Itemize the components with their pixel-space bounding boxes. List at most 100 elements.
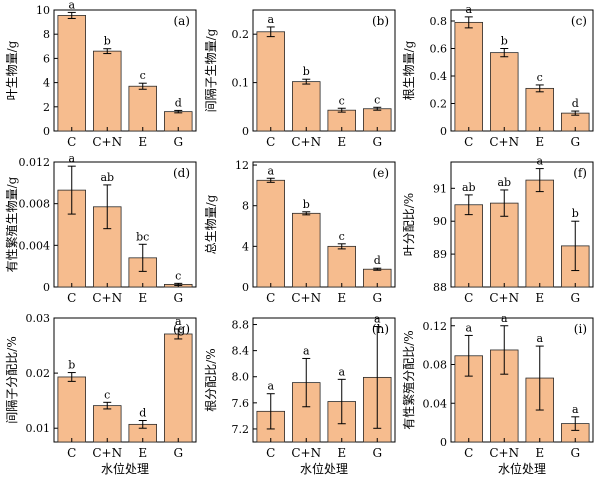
panel-2-xtick-label: C	[266, 135, 275, 149]
panel-6-sig-letter: b	[572, 207, 579, 220]
panel-8-ytick-label: 7.2	[232, 423, 250, 436]
panel-3-ylabel: 根生物量/g	[402, 40, 416, 100]
panel-5-bar-E	[327, 245, 356, 288]
panel-4-ytick-label: 0	[43, 281, 50, 294]
panel-1-xtick-label: C+N	[92, 135, 122, 149]
panel-4-xtick-label: G	[173, 291, 183, 305]
panel-6-panel-label: (f)	[573, 166, 587, 180]
panel-7-sig-letter: c	[104, 388, 110, 401]
panel-6-sig-letter: ab	[462, 181, 476, 194]
panel-3-sig-letter: c	[537, 71, 543, 84]
panel-1-bar-C+N	[93, 50, 122, 132]
panel-4-xtick-label: C+N	[92, 291, 122, 305]
panel-4-sig-letter: ab	[100, 171, 114, 184]
panel-8-sig-letter: a	[267, 380, 274, 393]
panel-3-xtick-label: C	[464, 135, 473, 149]
panel-8-xtick-label: G	[372, 446, 382, 460]
panel-7-xtick-label: E	[138, 446, 147, 460]
panel-2-xtick-label: C+N	[291, 135, 321, 149]
panel-7-xlabel: 水位处理	[101, 461, 149, 476]
panel-6-xtick-label: G	[570, 291, 580, 305]
panel-1-sig-letter: b	[104, 35, 111, 48]
panel-3-bar-C	[454, 21, 483, 132]
panel-2-xtick-label: E	[337, 135, 346, 149]
panel-3-xtick-label: C+N	[489, 135, 519, 149]
panel-3-bar-C+N	[490, 52, 519, 132]
panel-9-ytick-label: 0.08	[423, 359, 448, 372]
panel-1-ytick-label: 0	[43, 125, 50, 138]
panel-7-xtick-label: C+N	[92, 446, 122, 460]
panel-8-ytick-label: 8.4	[232, 345, 250, 358]
panel-6-bar-E	[525, 179, 554, 288]
panel-1-xtick-label: G	[173, 135, 183, 149]
panel-7-xtick-label: G	[173, 446, 183, 460]
panel-1-sig-letter: a	[68, 0, 75, 11]
panel-2-ytick-label: 0.2	[232, 28, 250, 41]
panel-7-ytick-label: 0.01	[26, 422, 51, 435]
panel-7-ylabel: 间隔子分配比/%	[5, 336, 19, 423]
panel-4-sig-letter: c	[175, 269, 181, 282]
panel-7-sig-letter: d	[139, 407, 146, 420]
panel-9-xtick-label: E	[535, 446, 544, 460]
panel-9-xtick-label: G	[570, 446, 580, 460]
panel-8-panel-label: (h)	[372, 322, 389, 336]
panel-1-panel-label: (a)	[173, 14, 190, 28]
panel-2-sig-letter: c	[374, 93, 380, 106]
panel-9-sig-letter: a	[465, 321, 472, 334]
panel-1-bar-E	[128, 85, 157, 132]
panel-1-sig-letter: d	[175, 96, 182, 109]
panel-8-xtick-label: C+N	[291, 446, 321, 460]
panel-9-sig-letter: a	[572, 403, 579, 416]
panel-7-sig-letter: b	[68, 359, 75, 372]
panel-1-sig-letter: c	[140, 69, 146, 82]
panel-7-bar-C+N	[93, 405, 122, 443]
panel-3-ytick-label: 0.4	[430, 70, 448, 83]
panel-4-xtick-label: E	[138, 291, 147, 305]
panel-4-xtick-label: C	[67, 291, 76, 305]
panel-9-panel-label: (i)	[574, 322, 587, 336]
panel-9-ytick-label: 0.12	[423, 320, 448, 333]
panel-5-ytick-label: 4	[242, 240, 249, 253]
panel-5-sig-letter: a	[267, 164, 274, 177]
panel-6-xtick-label: C+N	[489, 291, 519, 305]
panel-3-xtick-label: G	[570, 135, 580, 149]
panel-1-ytick-label: 2	[43, 101, 50, 114]
panel-9-ytick-label: 0	[440, 436, 447, 449]
panel-6-xtick-label: E	[535, 291, 544, 305]
panel-2-panel-label: (b)	[372, 14, 389, 28]
panel-6-ytick-label: 90	[433, 215, 447, 228]
panel-8-xtick-label: E	[337, 446, 346, 460]
panel-1-ytick-label: 4	[43, 77, 50, 90]
panel-5-frame	[252, 161, 396, 288]
panel-1-ytick-label: 6	[43, 52, 50, 65]
panel-8-xtick-label: C	[266, 446, 275, 460]
panel-2-xtick-label: G	[372, 135, 382, 149]
panel-4-panel-label: (d)	[173, 166, 190, 180]
panel-5-xtick-label: E	[337, 291, 346, 305]
panel-3-sig-letter: d	[572, 97, 579, 110]
panel-2-ytick-label: 0.1	[232, 77, 250, 90]
panel-1-ytick-label: 10	[36, 4, 50, 17]
panel-5-sig-letter: d	[374, 254, 381, 267]
panel-6-ytick-label: 89	[433, 248, 447, 261]
panel-6-xtick-label: C	[464, 291, 473, 305]
panel-6-sig-letter: ab	[497, 176, 511, 189]
panel-3-ytick-label: 0	[440, 125, 447, 138]
panel-3-panel-label: (c)	[571, 14, 587, 28]
panel-4-sig-letter: a	[68, 152, 75, 165]
panel-8-ylabel: 根分配比/%	[204, 348, 218, 411]
panel-9-frame	[450, 317, 594, 443]
panel-2-frame	[252, 9, 396, 132]
panel-4-ytick-label: 0.004	[19, 239, 51, 252]
panel-8-frame	[252, 317, 396, 443]
panel-7-panel-label: (g)	[173, 322, 190, 336]
panel-9-ytick-label: 0.04	[423, 397, 448, 410]
panel-6-frame	[450, 161, 594, 288]
panel-2-sig-letter: a	[267, 13, 274, 26]
panel-4-ytick-label: 0.008	[19, 198, 51, 211]
panel-1-frame	[53, 9, 197, 132]
panel-6-bar-C+N	[490, 202, 519, 288]
panel-4-frame	[53, 161, 197, 288]
panel-8-ytick-label: 8.0	[232, 371, 250, 384]
